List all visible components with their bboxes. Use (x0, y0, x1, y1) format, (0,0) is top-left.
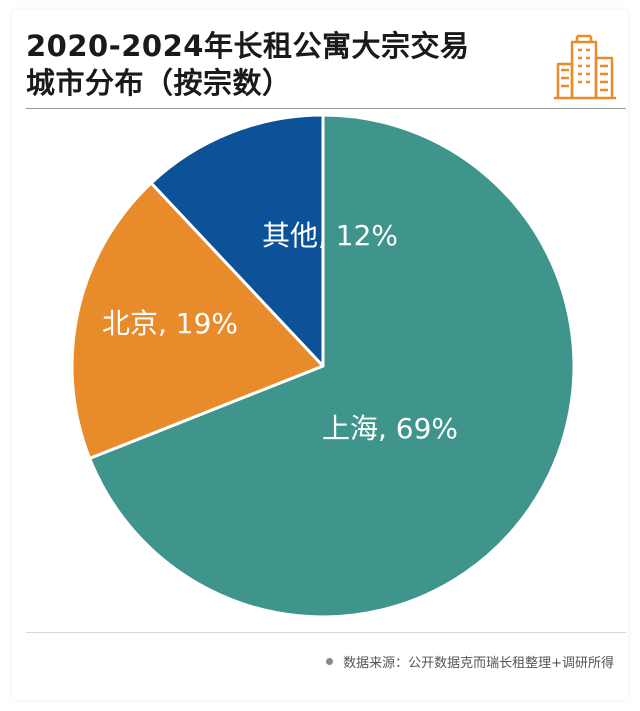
title-line-2: 城市分布（按宗数） (26, 66, 292, 100)
pie-slice-3 (149, 113, 325, 368)
buildings-icon (554, 34, 616, 100)
pie-label-3: 其他, 12% (262, 219, 398, 252)
pie-label-1: 上海, 69% (322, 412, 458, 445)
source-divider (26, 632, 626, 633)
source-note: 数据来源：公开数据克而瑞长租整理+调研所得 (326, 652, 614, 671)
title-divider (26, 108, 626, 109)
page-title: 2020-2024年长租公寓大宗交易 城市分布（按宗数） (26, 28, 546, 102)
bullet-icon (326, 658, 334, 665)
title-line-1: 2020-2024年长租公寓大宗交易 (26, 29, 470, 63)
pie-label-2: 北京, 19% (102, 307, 238, 340)
pie-slice-2 (70, 181, 325, 460)
pie-slice-1 (88, 113, 576, 619)
source-text: 数据来源：公开数据克而瑞长租整理+调研所得 (343, 656, 614, 671)
